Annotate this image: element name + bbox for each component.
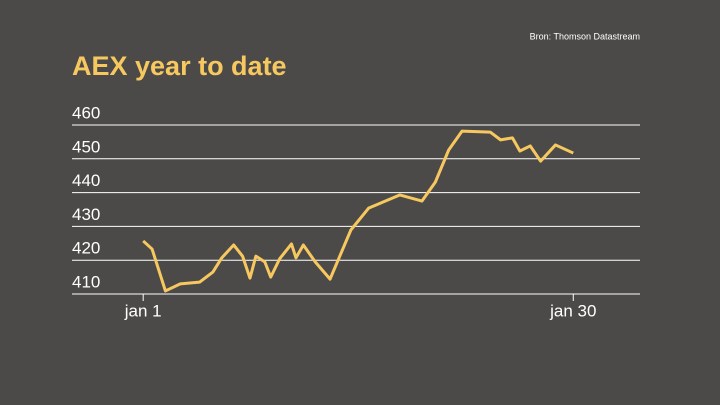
line — [142, 129, 574, 293]
chart-title: AEX year to date — [72, 51, 287, 81]
y-tick-label: 420 — [72, 239, 100, 258]
x-tick-label: jan 30 — [549, 301, 596, 320]
source: Bron: Thomson Datastream — [530, 31, 640, 41]
y-tick-label: 460 — [72, 103, 100, 122]
y-tick-label: 410 — [72, 272, 100, 291]
y-tick-label: 450 — [72, 137, 100, 156]
y-tick-label: 430 — [72, 205, 100, 224]
x-tick-label: jan 1 — [124, 301, 162, 320]
y-tick-label: 440 — [72, 171, 100, 190]
